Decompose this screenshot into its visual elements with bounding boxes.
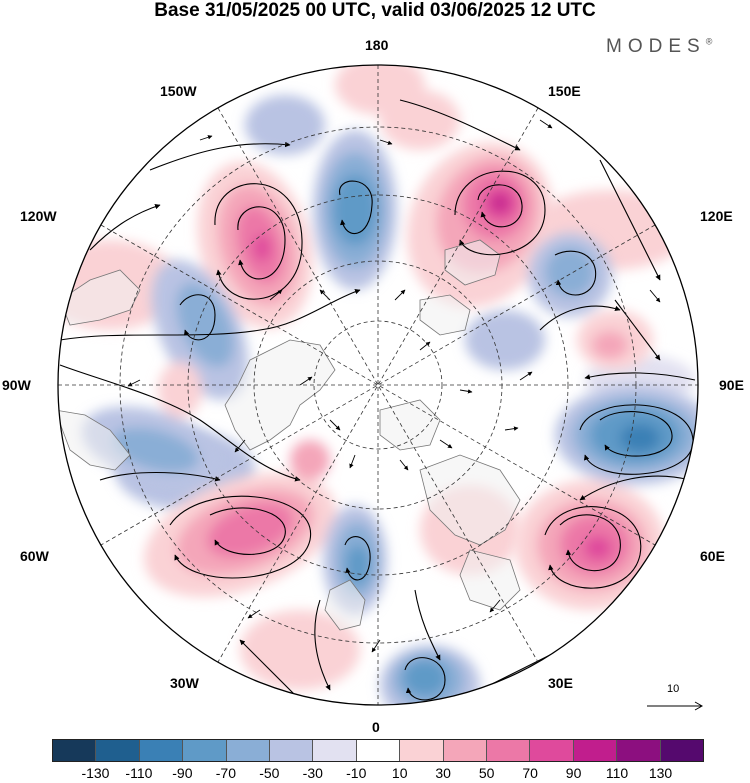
colorbar-tick-label: -90	[172, 765, 193, 781]
lon-label-150w: 150W	[160, 83, 197, 99]
colorbar-tick-label: 50	[478, 765, 495, 781]
lon-label-150e: 150E	[548, 83, 581, 99]
colorbar-segment	[313, 740, 357, 761]
colorbar-tick-label: 130	[648, 765, 673, 781]
lon-label-0: 0	[372, 719, 380, 735]
lon-label-90w: 90W	[2, 377, 31, 393]
lon-label-60e: 60E	[700, 548, 725, 564]
colorbar-tick-label: 10	[391, 765, 408, 781]
wind-streamlines	[59, 99, 696, 705]
brand-text: MODES	[606, 36, 706, 57]
colorbar-segment	[356, 740, 401, 761]
colorbar-segment	[183, 740, 227, 761]
colorbar-tick-label: -30	[302, 765, 323, 781]
colorbar-segment	[617, 740, 661, 761]
lon-label-120w: 120W	[20, 208, 57, 224]
colorbar-segment	[573, 740, 618, 761]
colorbar-segment	[530, 740, 574, 761]
colorbar-segment	[400, 740, 444, 761]
colorbar-ticks: -130 -110 -90 -70 -50 -30 -10 10 30 50 70 90 110 130	[0, 765, 750, 783]
lon-label-30w: 30W	[170, 675, 199, 691]
colorbar-segment	[53, 740, 97, 761]
lon-label-60w: 60W	[20, 548, 49, 564]
colorbar-tick-label: 30	[435, 765, 451, 781]
colorbar	[52, 739, 704, 762]
lon-label-30e: 30E	[548, 675, 573, 691]
map-title: Base 31/05/2025 00 UTC, valid 03/06/2025…	[154, 0, 596, 21]
colorbar-tick-label: -130	[81, 765, 110, 781]
reference-vector-arrow	[647, 701, 704, 711]
lon-label-90e: 90E	[719, 377, 744, 393]
coastlines	[58, 239, 521, 631]
anomaly-field	[58, 65, 698, 705]
colorbar-segment	[660, 740, 704, 761]
graticule	[58, 65, 698, 705]
colorbar-tick-label: -70	[215, 765, 236, 781]
colorbar-tick-label: -110	[125, 765, 153, 781]
colorbar-tick-label: -10	[346, 765, 367, 781]
colorbar-segment	[270, 740, 314, 761]
registered-mark: ®	[705, 36, 713, 47]
colorbar-segment	[139, 740, 184, 761]
colorbar-segment	[226, 740, 271, 761]
colorbar-tick-label: -50	[259, 765, 280, 781]
brand-logo: MODES®	[606, 36, 712, 58]
lon-label-120e: 120E	[700, 208, 733, 224]
colorbar-tick-label: 70	[522, 765, 538, 781]
colorbar-segment	[443, 740, 488, 761]
map-boundary	[57, 64, 699, 706]
reference-vector-label: 10	[667, 683, 680, 695]
colorbar-tick-label: 90	[565, 765, 582, 781]
polar-map	[57, 64, 699, 706]
colorbar-segment	[96, 740, 140, 761]
colorbar-segment	[487, 740, 531, 761]
colorbar-tick-label: 110	[605, 765, 629, 781]
lon-label-180: 180	[365, 37, 389, 53]
